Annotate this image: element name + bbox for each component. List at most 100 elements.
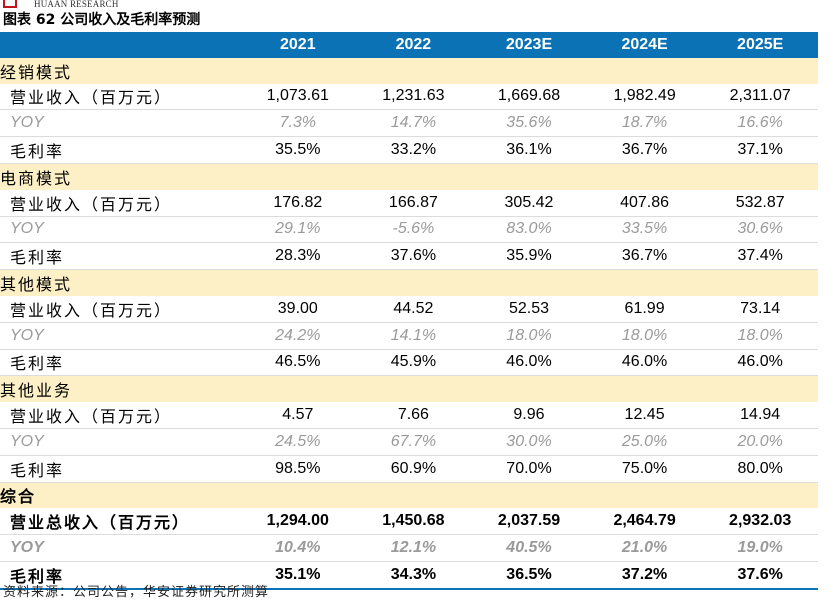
value-cell: 2,037.59 — [471, 508, 587, 536]
value-cell: 46.0% — [471, 349, 587, 377]
forecast-table: 2021 2022 2023E 2024E 2025E 经销模式营业收入（百万元… — [0, 32, 818, 590]
figure-title: 图表 62 公司收入及毛利率预测 — [3, 12, 201, 28]
table-row: YOY 24.5% 67.7% 30.0% 25.0% 20.0% — [0, 428, 818, 456]
value-cell: 61.99 — [586, 295, 703, 323]
value-cell: 70.0% — [471, 455, 587, 483]
row-label: 营业收入（百万元） — [0, 189, 240, 217]
value-cell: 532.87 — [702, 189, 818, 217]
value-cell: 12.45 — [586, 402, 703, 429]
row-label: 毛利率 — [0, 561, 240, 590]
header-cell: 2021 — [240, 32, 356, 58]
value-cell: 35.6% — [471, 109, 587, 138]
table-row: 营业收入（百万元） 4.57 7.66 9.96 12.45 14.94 — [0, 402, 818, 429]
row-label: YOY — [0, 534, 240, 562]
value-cell: 35.9% — [471, 242, 587, 271]
section-header-row: 综合 — [0, 482, 818, 509]
value-cell: -5.6% — [355, 216, 472, 244]
value-cell: 35.1% — [240, 561, 356, 590]
value-cell: 39.00 — [240, 295, 356, 323]
value-cell: 1,294.00 — [240, 508, 356, 536]
value-cell: 29.1% — [240, 216, 356, 244]
value-cell: 14.7% — [355, 109, 472, 138]
value-cell: 30.0% — [471, 428, 587, 456]
section-header-row: 其他模式 — [0, 269, 818, 296]
value-cell: 7.66 — [355, 402, 472, 429]
value-cell: 2,932.03 — [702, 508, 818, 536]
table-row: YOY 29.1% -5.6% 83.0% 33.5% 30.6% — [0, 216, 818, 244]
value-cell: 37.6% — [702, 561, 818, 590]
value-cell: 1,450.68 — [355, 508, 472, 536]
logo-mark-icon — [3, 0, 17, 8]
table-row: 毛利率 98.5% 60.9% 70.0% 75.0% 80.0% — [0, 455, 818, 483]
section-title: 经销模式 — [0, 57, 818, 84]
value-cell: 46.5% — [240, 349, 356, 377]
value-cell: 46.0% — [702, 349, 818, 377]
value-cell: 67.7% — [355, 428, 472, 456]
value-cell: 40.5% — [471, 534, 587, 562]
value-cell: 305.42 — [471, 189, 587, 217]
value-cell: 166.87 — [355, 189, 472, 217]
section-header-row: 其他业务 — [0, 375, 818, 403]
value-cell: 19.0% — [702, 534, 818, 562]
value-cell: 4.57 — [240, 402, 356, 429]
value-cell: 24.5% — [240, 428, 356, 456]
row-label: 毛利率 — [0, 349, 240, 377]
value-cell: 18.0% — [702, 322, 818, 350]
value-cell: 75.0% — [586, 455, 703, 483]
row-label: 营业收入（百万元） — [0, 295, 240, 323]
value-cell: 18.7% — [586, 109, 703, 138]
value-cell: 20.0% — [702, 428, 818, 456]
value-cell: 25.0% — [586, 428, 703, 456]
table-row: YOY 7.3% 14.7% 35.6% 18.7% 16.6% — [0, 109, 818, 138]
table-row: 毛利率 35.1% 34.3% 36.5% 37.2% 37.6% — [0, 561, 818, 590]
value-cell: 33.5% — [586, 216, 703, 244]
value-cell: 1,073.61 — [240, 83, 356, 111]
value-cell: 44.52 — [355, 295, 472, 323]
table-header-row: 2021 2022 2023E 2024E 2025E — [0, 32, 818, 58]
value-cell: 45.9% — [355, 349, 472, 377]
value-cell: 33.2% — [355, 136, 472, 164]
value-cell: 21.0% — [586, 534, 703, 562]
value-cell: 73.14 — [702, 295, 818, 323]
table-row: 营业收入（百万元） 176.82 166.87 305.42 407.86 532.87 — [0, 189, 818, 217]
row-label: YOY — [0, 109, 240, 138]
value-cell: 98.5% — [240, 455, 356, 483]
value-cell: 1,231.63 — [355, 83, 472, 111]
value-cell: 7.3% — [240, 109, 356, 138]
value-cell: 176.82 — [240, 189, 356, 217]
row-label: YOY — [0, 216, 240, 244]
value-cell: 30.6% — [702, 216, 818, 244]
value-cell: 18.0% — [586, 322, 703, 350]
value-cell: 407.86 — [586, 189, 703, 217]
header-cell: 2023E — [471, 32, 587, 58]
value-cell: 24.2% — [240, 322, 356, 350]
value-cell: 34.3% — [355, 561, 472, 590]
header-cell: 2024E — [586, 32, 703, 58]
section-title: 综合 — [0, 482, 818, 509]
value-cell: 14.94 — [702, 402, 818, 429]
value-cell: 1,982.49 — [586, 83, 703, 111]
value-cell: 2,464.79 — [586, 508, 703, 536]
table-body: 经销模式营业收入（百万元） 1,073.61 1,231.63 1,669.68 1,9… — [0, 57, 818, 590]
value-cell: 60.9% — [355, 455, 472, 483]
table-row: 营业收入（百万元） 39.00 44.52 52.53 61.99 73.14 — [0, 295, 818, 323]
value-cell: 10.4% — [240, 534, 356, 562]
value-cell: 36.7% — [586, 136, 703, 164]
value-cell: 83.0% — [471, 216, 587, 244]
row-label: YOY — [0, 428, 240, 456]
section-title: 其他模式 — [0, 269, 818, 296]
header-cell: 2022 — [355, 32, 472, 58]
table-row: YOY 10.4% 12.1% 40.5% 21.0% 19.0% — [0, 534, 818, 562]
value-cell: 35.5% — [240, 136, 356, 164]
row-label: 毛利率 — [0, 242, 240, 271]
value-cell: 1,669.68 — [471, 83, 587, 111]
table-row: 毛利率 28.3% 37.6% 35.9% 36.7% 37.4% — [0, 242, 818, 271]
value-cell: 12.1% — [355, 534, 472, 562]
section-title: 其他业务 — [0, 375, 818, 403]
value-cell: 37.6% — [355, 242, 472, 271]
value-cell: 18.0% — [471, 322, 587, 350]
section-header-row: 电商模式 — [0, 163, 818, 190]
value-cell: 28.3% — [240, 242, 356, 271]
value-cell: 16.6% — [702, 109, 818, 138]
value-cell: 2,311.07 — [702, 83, 818, 111]
